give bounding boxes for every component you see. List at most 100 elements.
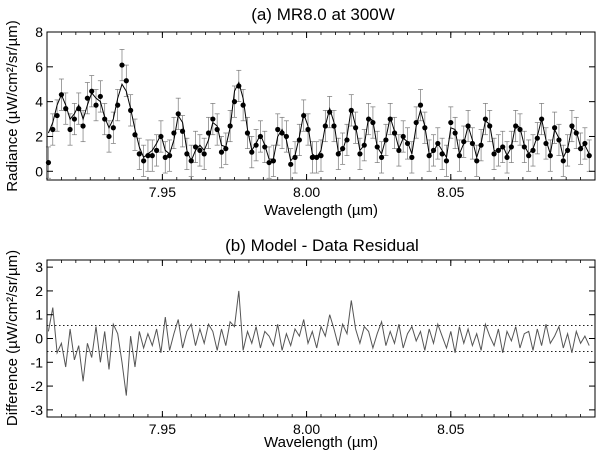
data-point bbox=[491, 151, 497, 157]
data-point bbox=[422, 125, 428, 131]
data-point bbox=[374, 144, 380, 150]
data-point bbox=[430, 147, 437, 153]
panel-b: (b) Model - Data Residual 7.95 8.00 8.05 -… bbox=[4, 236, 596, 451]
data-point bbox=[197, 147, 203, 153]
data-point bbox=[89, 88, 95, 94]
data-point bbox=[465, 123, 471, 129]
data-point bbox=[76, 106, 82, 112]
data-point bbox=[400, 133, 406, 140]
data-point bbox=[565, 147, 571, 153]
panel-b-frame bbox=[46, 259, 596, 418]
data-point bbox=[275, 126, 281, 133]
data-point bbox=[253, 142, 259, 148]
data-point bbox=[115, 102, 121, 108]
data-point bbox=[283, 133, 289, 140]
panel-1-x-tick-label: 8.00 bbox=[293, 421, 320, 437]
data-point bbox=[383, 137, 389, 143]
panel-1-y-tick-label: -3 bbox=[31, 402, 44, 418]
data-point bbox=[214, 126, 220, 133]
data-point bbox=[426, 153, 432, 159]
data-point bbox=[249, 149, 255, 155]
data-point bbox=[154, 147, 160, 153]
data-point bbox=[478, 142, 484, 148]
data-point bbox=[309, 154, 315, 160]
data-point bbox=[543, 140, 549, 147]
panel-b-y-ticks: -3 -2 -1 0 1 2 3 bbox=[31, 259, 595, 418]
data-point bbox=[145, 153, 151, 159]
data-point bbox=[158, 133, 164, 140]
data-point bbox=[500, 144, 506, 150]
model-line bbox=[47, 81, 590, 163]
data-point bbox=[448, 119, 454, 126]
data-point bbox=[435, 140, 441, 147]
data-point bbox=[443, 158, 450, 164]
panel-1-x-tick-label: 8.05 bbox=[437, 421, 464, 437]
panel-a-x-ticks: 7.95 8.00 8.05 bbox=[61, 32, 581, 200]
panel-a-title: (a) MR8.0 at 300W bbox=[251, 5, 395, 24]
data-point bbox=[340, 146, 346, 152]
panel-1-y-tick-label: 1 bbox=[35, 307, 43, 323]
data-point bbox=[577, 146, 584, 152]
data-point bbox=[322, 123, 328, 129]
data-point bbox=[353, 125, 359, 131]
data-point bbox=[391, 130, 398, 136]
data-point bbox=[166, 153, 173, 159]
data-point bbox=[365, 116, 372, 122]
data-point bbox=[292, 154, 298, 160]
data-point bbox=[461, 139, 467, 145]
panel-b-plot-area bbox=[47, 290, 595, 396]
data-point bbox=[552, 125, 558, 131]
panel-b-y-label: Difference (µW/cm²/sr/µm) bbox=[4, 250, 21, 426]
data-point bbox=[504, 154, 510, 160]
panel-a-plot-area bbox=[45, 49, 592, 181]
data-point bbox=[110, 125, 116, 131]
data-point bbox=[296, 137, 302, 143]
panel-1-y-tick-label: -2 bbox=[31, 378, 44, 394]
data-point bbox=[517, 126, 523, 133]
data-point bbox=[560, 158, 566, 164]
data-point bbox=[534, 135, 540, 141]
data-point bbox=[539, 116, 545, 122]
data-point bbox=[192, 144, 199, 150]
residual-line bbox=[47, 290, 590, 396]
data-point bbox=[50, 126, 56, 133]
panel-b-title: (b) Model - Data Residual bbox=[225, 236, 419, 255]
data-point bbox=[452, 130, 458, 136]
data-point bbox=[487, 123, 493, 129]
data-point bbox=[526, 153, 532, 159]
panel-a-y-label: Radiance (µW/cm²/sr/µm) bbox=[4, 20, 21, 191]
data-point bbox=[387, 116, 393, 122]
panel-a: (a) MR8.0 at 300W 7.95 8.00 8.05 0 2 4 6 8 Wav… bbox=[4, 5, 596, 219]
data-point bbox=[205, 130, 212, 136]
data-point bbox=[301, 112, 307, 119]
data-point bbox=[84, 95, 90, 101]
data-point bbox=[257, 133, 264, 140]
data-point bbox=[123, 78, 129, 84]
data-point bbox=[162, 154, 168, 160]
panel-0-x-tick-label: 8.05 bbox=[437, 184, 464, 200]
data-point bbox=[314, 154, 320, 160]
data-point bbox=[179, 128, 186, 134]
panel-1-y-tick-label: -1 bbox=[31, 354, 44, 370]
data-point bbox=[474, 158, 480, 164]
data-point bbox=[201, 151, 207, 157]
panel-1-x-tick-label: 7.95 bbox=[149, 421, 176, 437]
data-point bbox=[262, 144, 268, 150]
data-point bbox=[102, 116, 108, 122]
data-point bbox=[482, 116, 488, 122]
data-point bbox=[270, 158, 277, 164]
data-point bbox=[240, 102, 246, 108]
data-point bbox=[128, 107, 134, 113]
data-point bbox=[331, 123, 337, 129]
data-point bbox=[54, 112, 60, 119]
data-point bbox=[521, 144, 527, 150]
data-point bbox=[530, 147, 536, 153]
data-point bbox=[119, 62, 125, 68]
data-point bbox=[236, 83, 242, 89]
data-point bbox=[378, 154, 385, 160]
panel-0-y-tick-label: 4 bbox=[35, 94, 43, 110]
panel-1-y-tick-label: 0 bbox=[35, 331, 43, 347]
data-point bbox=[184, 151, 190, 157]
data-point bbox=[171, 130, 177, 136]
data-point bbox=[335, 151, 341, 157]
